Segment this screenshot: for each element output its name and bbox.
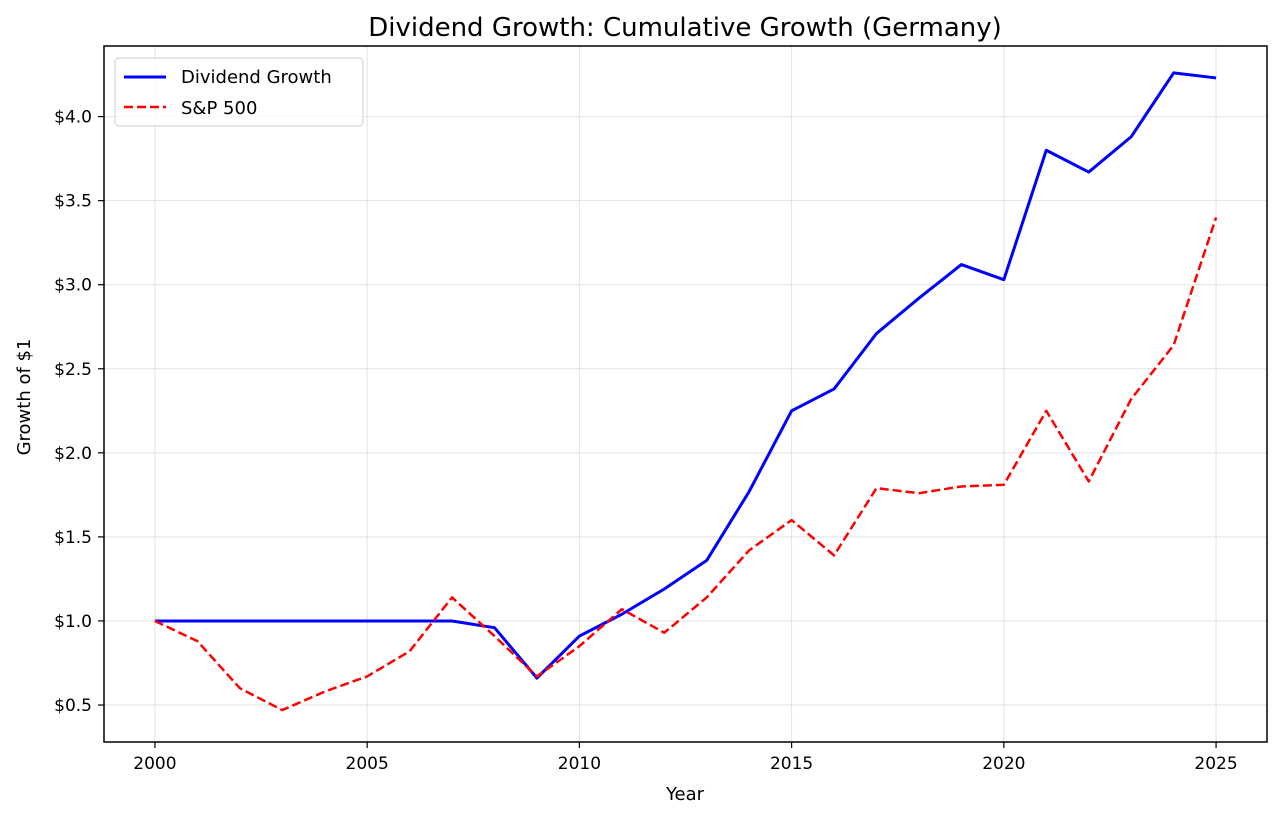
y-tick-label: $2.0 [54, 444, 92, 464]
x-tick-label: 2005 [346, 754, 389, 774]
y-axis-label: Growth of $1 [14, 339, 35, 456]
x-axis-label: Year [665, 784, 705, 805]
y-tick-label: $3.0 [54, 276, 92, 296]
series-line-dividend-growth [154, 71, 1217, 680]
y-tick-label: $1.0 [54, 612, 92, 632]
series-lines [154, 71, 1218, 712]
x-tick-label: 2000 [133, 754, 176, 774]
legend-label-sp500: S&P 500 [181, 98, 257, 119]
legend-box [114, 57, 364, 127]
series-line-sp500 [154, 217, 1218, 712]
axis-ticks: 2000 2005 2010 2015 2020 2025 $0.5 $1.0 $1.5 $2.0… [54, 108, 1238, 774]
y-tick-label: $3.5 [54, 192, 92, 212]
legend-label-dividend-growth: Dividend Growth [181, 67, 332, 88]
y-tick-label: $1.5 [54, 528, 92, 548]
legend: Dividend Growth S&P 500 [114, 57, 364, 127]
x-tick-label: 2015 [770, 754, 813, 774]
chart-title: Dividend Growth: Cumulative Growth (Germ… [368, 13, 1002, 43]
x-tick-label: 2020 [982, 754, 1025, 774]
y-tick-label: $2.5 [54, 360, 92, 380]
y-tick-label: $4.0 [54, 108, 92, 128]
y-tick-label: $0.5 [54, 696, 92, 716]
x-tick-label: 2010 [558, 754, 601, 774]
plot-area-frame [103, 45, 1268, 743]
x-tick-label: 2025 [1194, 754, 1237, 774]
